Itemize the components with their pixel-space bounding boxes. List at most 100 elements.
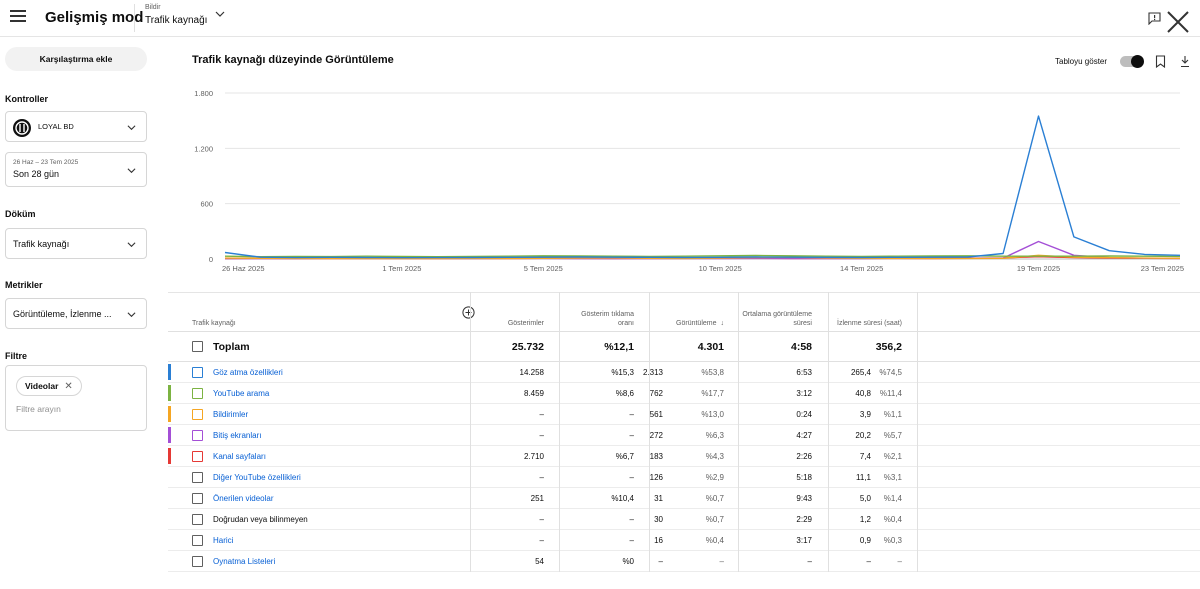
download-icon[interactable]: [1179, 55, 1191, 68]
report-label: Bildir: [145, 4, 161, 11]
avatar: [13, 119, 31, 137]
series-line: [224, 254, 1181, 258]
x-tick-label: 14 Tem 2025: [840, 264, 883, 273]
views-percent: %17,7: [701, 389, 724, 398]
traffic-source-link[interactable]: Göz atma özellikleri: [213, 368, 283, 377]
chevron-down-icon: [127, 167, 136, 173]
views-value: 762: [649, 389, 663, 398]
table-header: Trafik kaynağı Gösterimler Gösterim tıkl…: [168, 292, 1200, 332]
table-row[interactable]: Göz atma özellikleri 14.258 %15,3 2.313 %53,…: [168, 362, 1200, 383]
header-divider: [134, 4, 135, 32]
traffic-source-link[interactable]: YouTube arama: [213, 389, 270, 398]
table-row[interactable]: Bitiş ekranları – – 272 %6,3 4:27 20,2 %5,7: [168, 425, 1200, 446]
watch-time-value: 11,1: [856, 473, 871, 482]
table-row[interactable]: Diğer YouTube özellikleri – – 126 %2,9 5:18 11…: [168, 467, 1200, 488]
watch-time-value: 20,2: [855, 431, 871, 440]
views-value: 30: [654, 515, 663, 524]
avd-value: 2:29: [796, 515, 812, 524]
views-value: –: [658, 557, 663, 566]
row-checkbox[interactable]: [192, 514, 203, 525]
views-percent: %0,7: [705, 494, 724, 503]
col-header-impressions[interactable]: Gösterimler: [507, 319, 544, 327]
ctr-value: –: [629, 431, 634, 440]
table-row[interactable]: Kanal sayfaları 2.710 %6,7 183 %4,3 2:26 7,4 %2…: [168, 446, 1200, 467]
row-checkbox[interactable]: [192, 493, 203, 504]
chevron-down-icon: [127, 124, 136, 130]
series-color-bar: [168, 448, 171, 464]
ctr-value: %6,7: [615, 452, 634, 461]
col-header-watch-time[interactable]: İzlenme süresi (saat): [837, 319, 902, 327]
series-color-bar: [168, 406, 171, 422]
traffic-source-link[interactable]: Diğer YouTube özellikleri: [213, 473, 301, 482]
views-percent: %0,7: [705, 515, 724, 524]
views-value: 16: [654, 536, 663, 545]
ctr-value: –: [629, 410, 634, 419]
row-checkbox[interactable]: [192, 388, 203, 399]
metrics-dropdown[interactable]: Görüntüleme, İzlenme ...: [5, 298, 147, 329]
row-checkbox[interactable]: [192, 451, 203, 462]
page-title: Gelişmiş mod: [45, 9, 144, 26]
table-row[interactable]: Bildirimler – – 561 %13,0 0:24 3,9 %1,1: [168, 404, 1200, 425]
col-header-views[interactable]: Görüntüleme ↓: [648, 293, 724, 333]
row-checkbox[interactable]: [192, 409, 203, 420]
date-range-dropdown[interactable]: 26 Haz – 23 Tem 2025 Son 28 gün: [5, 152, 147, 187]
col-header-avd[interactable]: Ortalama görüntüleme süresi: [742, 310, 812, 327]
breakdown-dropdown[interactable]: Trafik kaynağı: [5, 228, 147, 259]
row-checkbox[interactable]: [192, 535, 203, 546]
col-header-source[interactable]: Trafik kaynağı: [192, 319, 236, 327]
report-selector[interactable]: Trafik kaynağı: [145, 15, 208, 26]
table-row[interactable]: Önerilen videolar 251 %10,4 31 %0,7 9:43 5,0 %1…: [168, 488, 1200, 509]
channel-dropdown[interactable]: LOYAL BD: [5, 111, 147, 142]
watch-time-percent: –: [897, 557, 902, 566]
table-row[interactable]: Harici – – 16 %0,4 3:17 0,9 %0,3: [168, 530, 1200, 551]
avd-value: 3:12: [796, 389, 812, 398]
chevron-down-icon: [127, 241, 136, 247]
traffic-source-link[interactable]: Oynatma Listeleri: [213, 557, 276, 566]
watch-time-value: –: [866, 557, 871, 566]
column-divider: [470, 292, 471, 572]
table-row[interactable]: YouTube arama 8.459 %8,6 762 %17,7 3:12 40,8 %1…: [168, 383, 1200, 404]
watch-time-value: 0,9: [859, 536, 871, 545]
row-checkbox[interactable]: [192, 341, 203, 352]
avd-value: 9:43: [796, 494, 812, 503]
row-checkbox[interactable]: [192, 430, 203, 441]
filter-box: Videolar ✕: [5, 365, 147, 431]
close-icon[interactable]: [1166, 10, 1190, 34]
views-percent: %2,9: [705, 473, 724, 482]
x-tick-label: 5 Tem 2025: [524, 264, 563, 273]
ctr-value: %12,1: [604, 341, 634, 353]
feedback-icon[interactable]: [1148, 12, 1161, 25]
col-header-ctr[interactable]: Gösterim tıklama oranı: [581, 310, 634, 327]
sidebar: Karşılaştırma ekle Kontroller LOYAL BD 2…: [0, 38, 160, 589]
watch-time-value: 1,2: [859, 515, 871, 524]
filter-chip[interactable]: Videolar ✕: [16, 376, 82, 396]
column-divider: [649, 292, 650, 572]
column-divider: [917, 292, 918, 572]
add-comparison-button[interactable]: Karşılaştırma ekle: [5, 47, 147, 71]
table-row[interactable]: Oynatma Listeleri 54 %0 – – – – –: [168, 551, 1200, 572]
line-chart: 0 600 1.200 1.800 26 Haz 2025 1 Tem 2025 5 Tem…: [194, 89, 1184, 273]
menu-icon[interactable]: [10, 10, 26, 24]
traffic-source-link[interactable]: Bildirimler: [213, 410, 249, 419]
impressions-value: –: [539, 515, 544, 524]
close-icon[interactable]: ✕: [64, 380, 73, 392]
avd-value: 4:27: [796, 431, 812, 440]
traffic-source-link[interactable]: Bitiş ekranları: [213, 431, 262, 440]
row-checkbox[interactable]: [192, 472, 203, 483]
traffic-source-link[interactable]: Kanal sayfaları: [213, 452, 266, 461]
impressions-value: 14.258: [519, 368, 544, 377]
show-table-toggle[interactable]: [1120, 55, 1144, 68]
bookmark-icon[interactable]: [1155, 55, 1166, 68]
traffic-source-link[interactable]: Doğrudan veya bilinmeyen: [213, 515, 308, 524]
chevron-down-icon[interactable]: [215, 9, 225, 19]
views-value: 561: [649, 410, 663, 419]
impressions-value: 8.459: [523, 389, 544, 398]
table-row[interactable]: Doğrudan veya bilinmeyen – – 30 %0,7 2:29 1,2%…: [168, 509, 1200, 530]
date-preset: Son 28 gün: [13, 169, 60, 179]
traffic-source-link[interactable]: Harici: [213, 536, 234, 545]
row-checkbox[interactable]: [192, 367, 203, 378]
traffic-source-link[interactable]: Önerilen videolar: [213, 494, 274, 503]
row-checkbox[interactable]: [192, 556, 203, 567]
filter-search-input[interactable]: [16, 404, 136, 414]
views-percent: %4,3: [705, 452, 724, 461]
